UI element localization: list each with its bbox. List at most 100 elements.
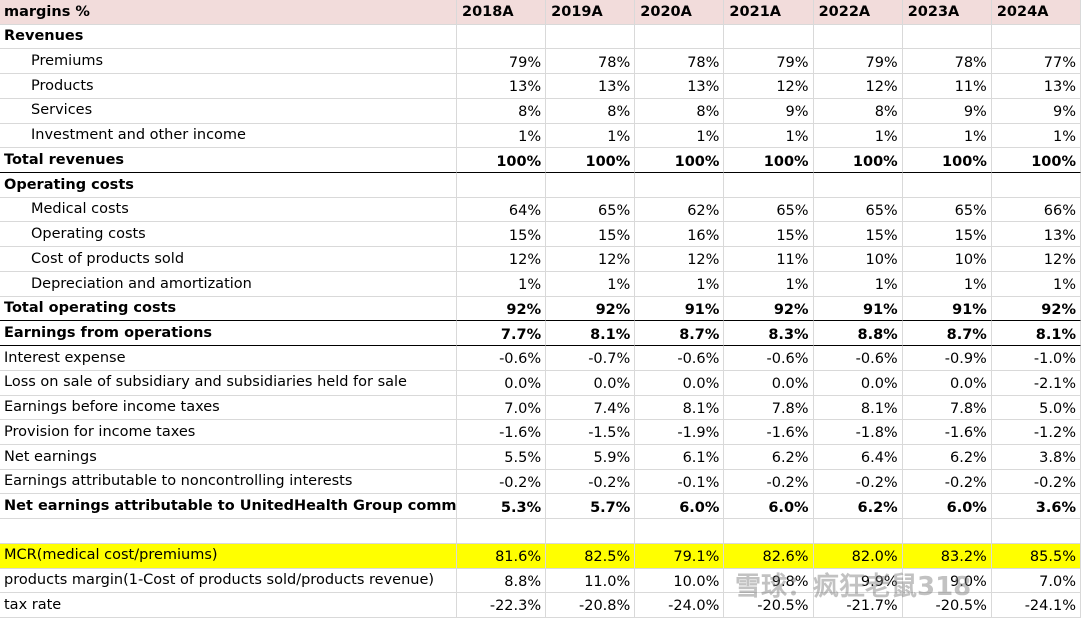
year-header: 2023A (902, 0, 992, 25)
value-cell: 6.0% (724, 494, 814, 520)
value-cell: -1.0% (991, 346, 1081, 371)
value-cell: 92% (724, 296, 814, 322)
value-cell: 3.6% (991, 494, 1081, 520)
value-cell: 78% (546, 49, 636, 75)
value-cell: 1% (813, 271, 903, 297)
value-cell: 10% (902, 247, 992, 272)
value-cell: 5.3% (457, 494, 547, 520)
value-cell: -0.7% (546, 346, 636, 371)
value-cell: 1% (635, 123, 725, 149)
value-cell: 5.5% (457, 444, 547, 470)
value-cell: 65% (546, 197, 636, 223)
value-cell (724, 24, 814, 50)
value-cell: 66% (991, 197, 1081, 223)
value-cell: 5.9% (546, 444, 636, 470)
row-label: Premiums (0, 49, 457, 75)
value-cell: 13% (546, 74, 636, 99)
value-cell: 8.7% (635, 321, 725, 347)
row-label: Net earnings (0, 444, 457, 470)
value-cell: 1% (635, 271, 725, 297)
value-cell: 1% (991, 123, 1081, 149)
value-cell: 65% (724, 197, 814, 223)
row-label: Services (0, 98, 457, 124)
row-label: Total revenues (0, 148, 457, 174)
value-cell: 6.2% (902, 444, 992, 470)
value-cell: 92% (546, 296, 636, 322)
year-header: 2018A (457, 0, 547, 25)
value-cell: -1.2% (991, 420, 1081, 445)
value-cell: 10% (813, 247, 903, 272)
row-label: Provision for income taxes (0, 420, 457, 445)
value-cell: 12% (546, 247, 636, 272)
value-cell (546, 24, 636, 50)
value-cell: 15% (902, 222, 992, 248)
row-label: Operating costs (0, 173, 457, 198)
value-cell: 100% (635, 148, 725, 174)
value-cell: 77% (991, 49, 1081, 75)
value-cell: 8.1% (635, 395, 725, 421)
row-label: products margin(1-Cost of products sold/… (0, 568, 457, 594)
value-cell: 6.4% (813, 444, 903, 470)
row-label: Depreciation and amortization (0, 271, 457, 297)
value-cell: 15% (813, 222, 903, 248)
value-cell (457, 173, 547, 198)
value-cell: 0.0% (902, 370, 992, 396)
value-cell: -24.1% (991, 593, 1081, 618)
value-cell: 1% (991, 271, 1081, 297)
value-cell: -22.3% (457, 593, 547, 618)
value-cell: 7.4% (546, 395, 636, 421)
value-cell: 12% (724, 74, 814, 99)
value-cell: 1% (457, 271, 547, 297)
value-cell: 3.8% (991, 444, 1081, 470)
value-cell: 8.7% (902, 321, 992, 347)
row-label: Investment and other income (0, 123, 457, 149)
value-cell: 8.8% (457, 568, 547, 594)
value-cell: 0.0% (546, 370, 636, 396)
year-header: 2024A (991, 0, 1081, 25)
value-cell: 100% (813, 148, 903, 174)
value-cell: 11% (902, 74, 992, 99)
value-cell: -21.7% (813, 593, 903, 618)
value-cell: 81.6% (457, 543, 547, 569)
value-cell: 15% (457, 222, 547, 248)
value-cell (902, 24, 992, 50)
value-cell: 79% (457, 49, 547, 75)
value-cell: 15% (546, 222, 636, 248)
row-label: Total operating costs (0, 296, 457, 322)
value-cell: 100% (457, 148, 547, 174)
value-cell: 8% (546, 98, 636, 124)
value-cell: 91% (813, 296, 903, 322)
row-label: Medical costs (0, 197, 457, 223)
value-cell: 8.8% (813, 321, 903, 347)
value-cell: 8.1% (991, 321, 1081, 347)
value-cell: 1% (724, 123, 814, 149)
value-cell: 100% (546, 148, 636, 174)
value-cell: 65% (902, 197, 992, 223)
value-cell: 1% (546, 123, 636, 149)
value-cell: 78% (635, 49, 725, 75)
value-cell (546, 173, 636, 198)
value-cell: -0.2% (991, 469, 1081, 495)
value-cell: 92% (457, 296, 547, 322)
value-cell (991, 173, 1081, 198)
value-cell: 1% (457, 123, 547, 149)
value-cell: -1.6% (902, 420, 992, 445)
value-cell: -0.6% (457, 346, 547, 371)
watermark: 雪球：疯狂老鼠318 (735, 572, 972, 602)
value-cell: 78% (902, 49, 992, 75)
value-cell: 10.0% (635, 568, 725, 594)
value-cell: 9% (991, 98, 1081, 124)
value-cell: 79% (813, 49, 903, 75)
value-cell: -0.6% (813, 346, 903, 371)
value-cell: 82.5% (546, 543, 636, 569)
row-label: Interest expense (0, 346, 457, 371)
value-cell: -1.5% (546, 420, 636, 445)
row-label: Loss on sale of subsidiary and subsidiar… (0, 370, 457, 396)
value-cell: 0.0% (724, 370, 814, 396)
value-cell: 5.7% (546, 494, 636, 520)
value-cell: -0.6% (724, 346, 814, 371)
value-cell: -1.6% (457, 420, 547, 445)
value-cell: 8.1% (546, 321, 636, 347)
value-cell: 13% (635, 74, 725, 99)
